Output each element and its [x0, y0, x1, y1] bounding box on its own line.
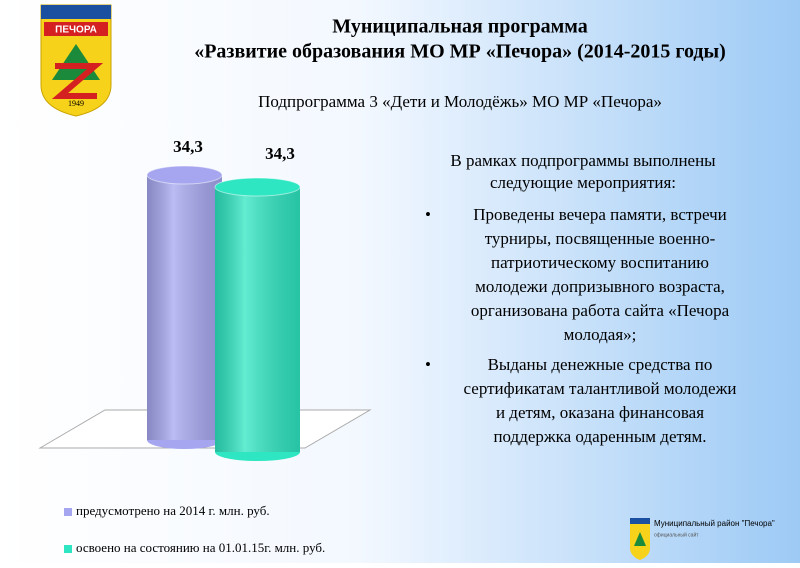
bullet-line: сертификатам талантливой молодежи: [464, 379, 737, 398]
bullet-line: поддержка одаренным детям.: [493, 427, 706, 446]
chart: 34,3 34,3: [146, 137, 301, 461]
bullet: •: [425, 205, 431, 224]
bar-top: [214, 177, 301, 197]
logo: ПЕЧОРА 1949: [40, 4, 112, 117]
bullet-line: турниры, посвященные военно-: [485, 229, 716, 248]
bullet-line: Выданы денежные средства по: [488, 355, 713, 374]
legend-label: предусмотрено на 2014 г. млн. руб.: [76, 503, 270, 518]
footer-title: Муниципальный район "Печора": [654, 519, 775, 528]
bullet-line: Проведены вечера памяти, встречи: [473, 205, 727, 224]
value-label: 34,3: [265, 144, 295, 163]
bullet-line: и детям, оказана финансовая: [496, 403, 704, 422]
legend-swatch: [64, 508, 72, 516]
bar-top: [146, 165, 223, 185]
legend: предусмотрено на 2014 г. млн. руб. освоен…: [64, 503, 325, 555]
bullet-line: организована работа сайта «Печора: [471, 301, 730, 320]
bullet-line: молодая»;: [564, 325, 637, 344]
bullet-line: патриотическому воспитанию: [491, 253, 709, 272]
bar-shade: [215, 187, 300, 452]
text-block: В рамках подпрограммы выполнены следующие…: [425, 151, 736, 446]
subtitle: Подпрограмма 3 «Дети и Молодёжь» МО МР «…: [258, 92, 662, 111]
legend-label: освоено на состоянию на 01.01.15г. млн. …: [76, 540, 325, 555]
bar-shade: [147, 175, 222, 440]
legend-swatch: [64, 545, 72, 553]
title-line: Муниципальная программа: [332, 16, 588, 38]
logo-year: 1949: [68, 99, 84, 108]
intro-line: следующие мероприятия:: [490, 173, 676, 192]
footer-caption: официальный сайт: [654, 531, 699, 538]
logo-name: ПЕЧОРА: [55, 25, 97, 36]
bullet-line: молодежи допризывного возраста,: [475, 277, 725, 296]
bullet: •: [425, 355, 431, 374]
title-line: «Развитие образования МО МР «Печора» (20…: [194, 41, 726, 63]
value-label: 34,3: [173, 137, 203, 156]
footer-logo: Муниципальный район "Печора" официальный…: [630, 518, 775, 560]
intro-line: В рамках подпрограммы выполнены: [450, 151, 716, 170]
